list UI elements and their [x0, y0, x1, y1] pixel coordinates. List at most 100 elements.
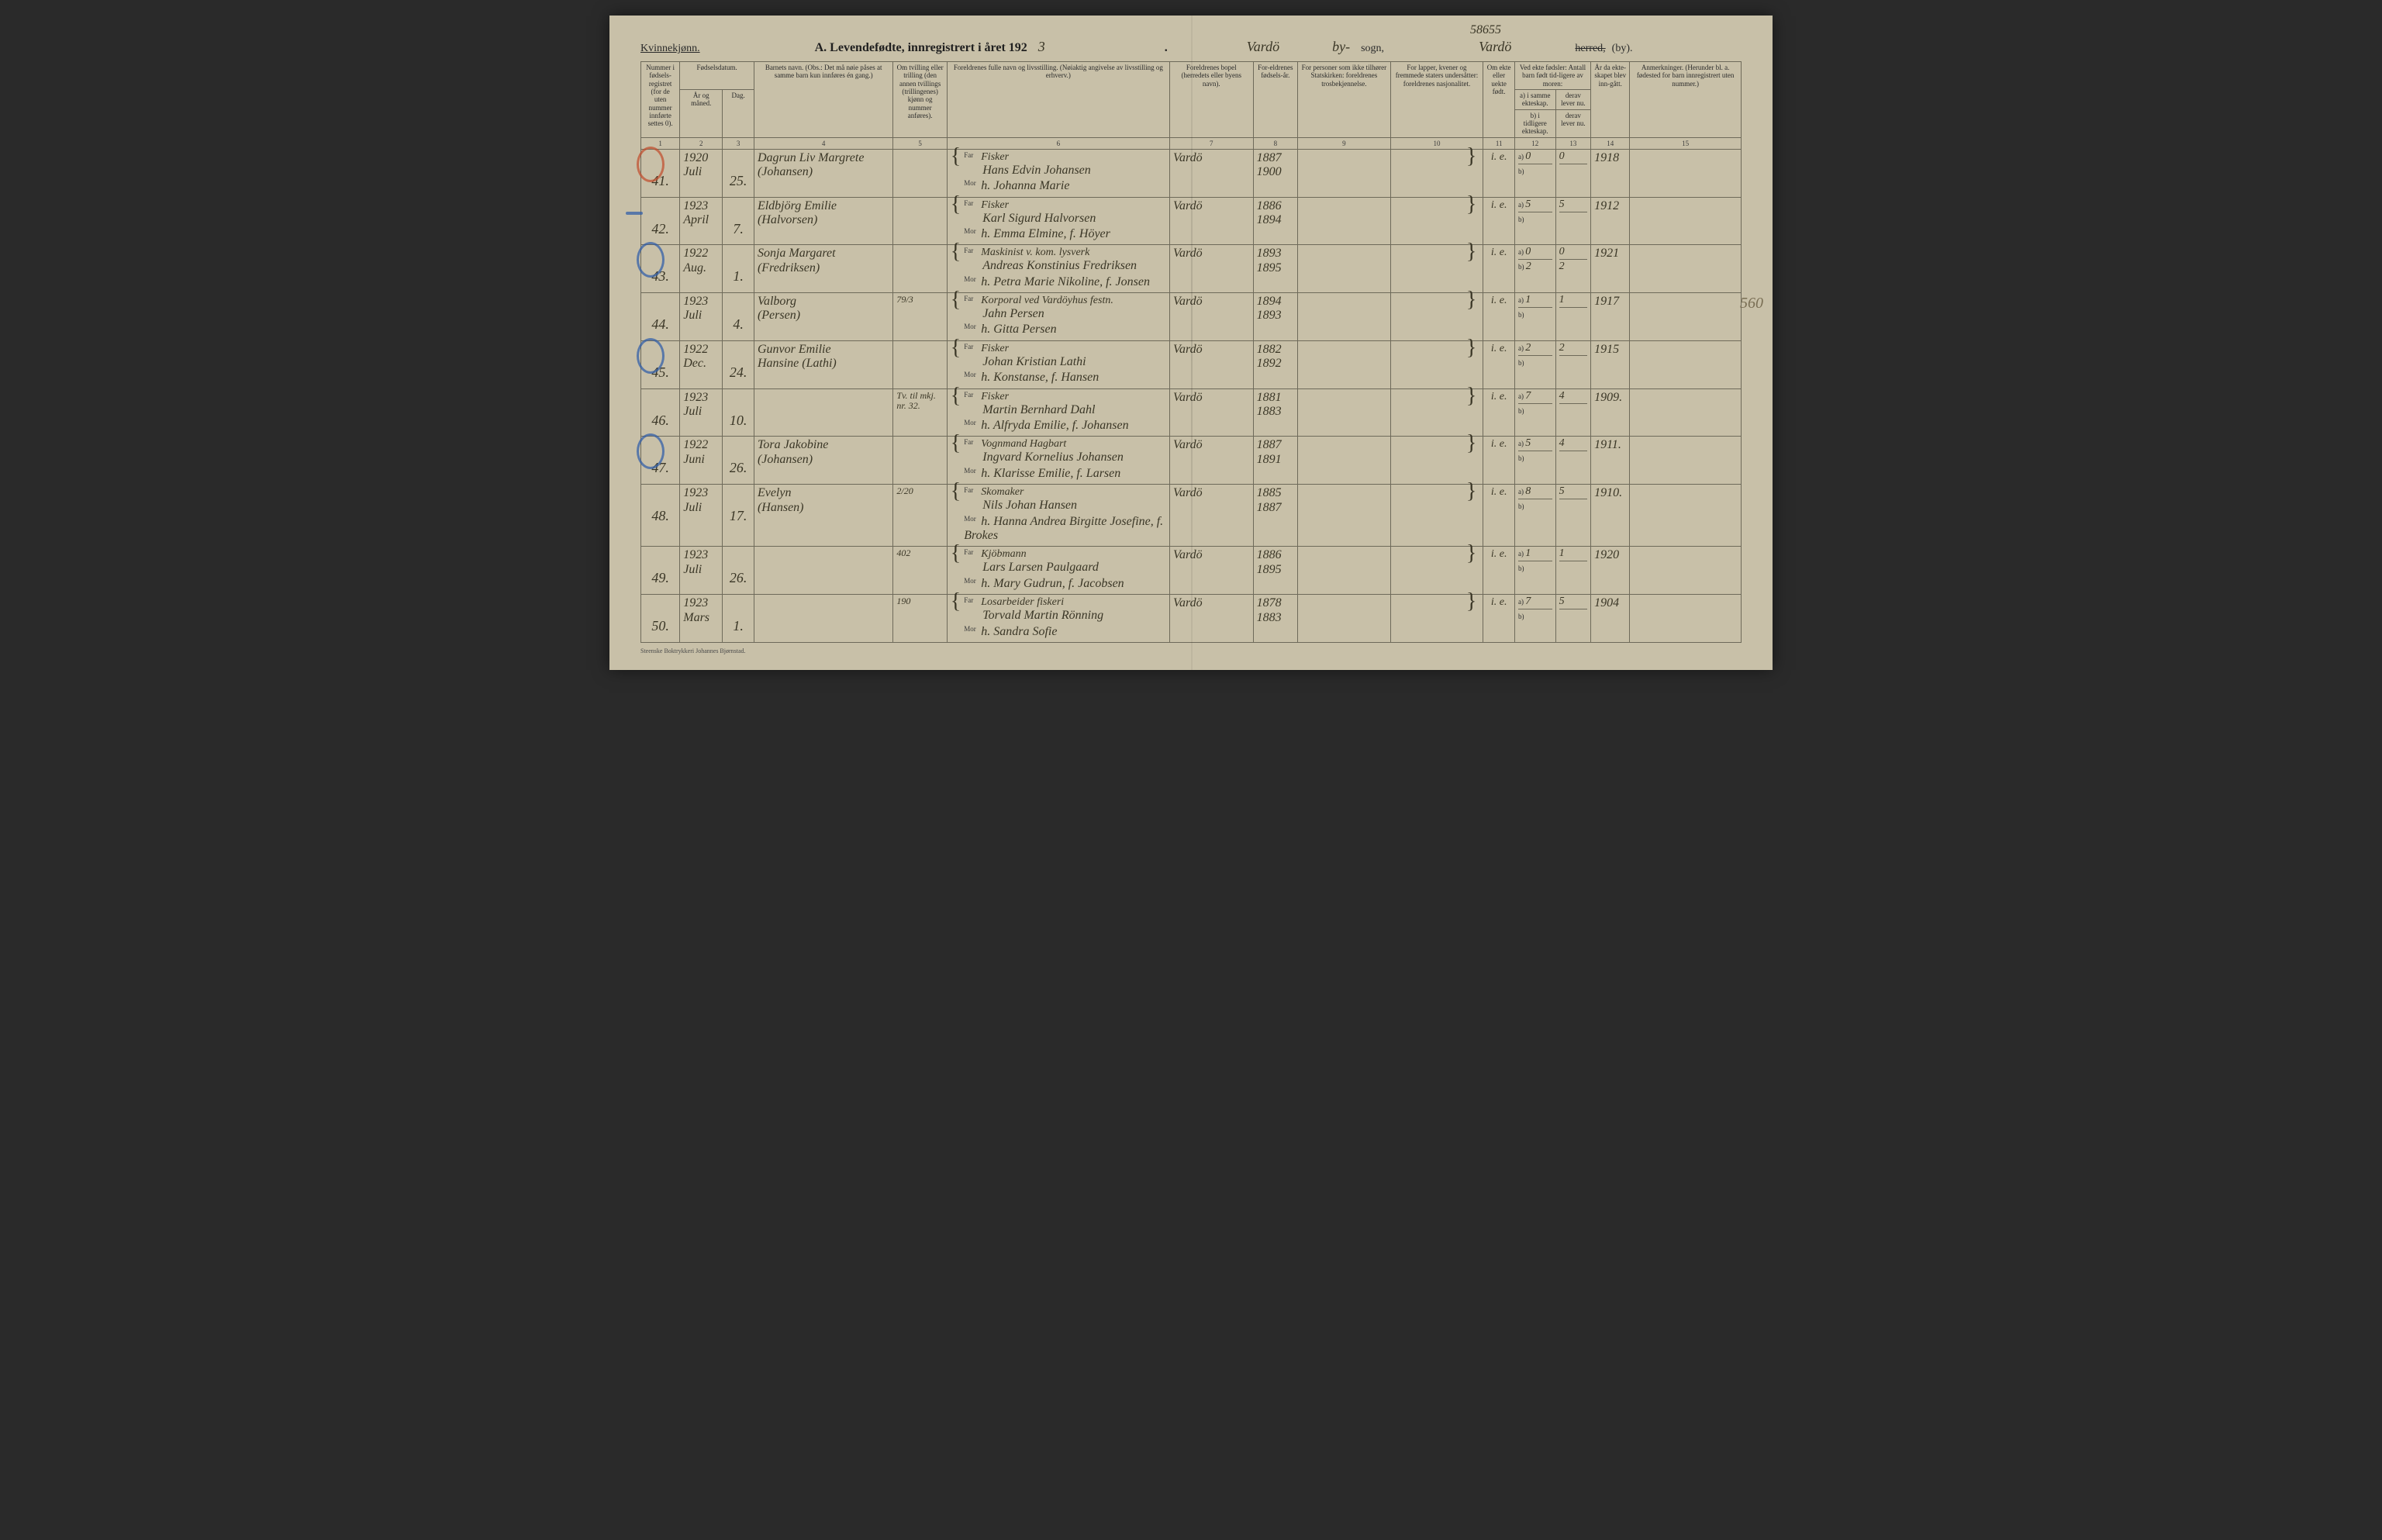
mother-name: h. Konstanse, f. Hansen — [981, 371, 1099, 384]
title-period: . — [1165, 41, 1168, 55]
entry-row: 46.1923Juli10.Tv. til mkj. nr. 32.{FarFi… — [641, 388, 1742, 437]
marriage-year: 1910. — [1591, 485, 1630, 547]
remarks — [1630, 485, 1742, 547]
parents-cell: {FarFiskerMartin Bernhard DahlMorh. Alfr… — [947, 388, 1169, 437]
brace-icon: { — [951, 548, 961, 559]
residence: Vardö — [1169, 547, 1253, 595]
legitimacy: i. e. — [1483, 293, 1515, 341]
colnum-13: 13 — [1555, 137, 1590, 149]
twin-cell — [893, 149, 947, 197]
religion-cell — [1298, 485, 1391, 547]
father-name: Lars Larsen Paulgaard — [982, 561, 1099, 574]
children-living-cell: 5 — [1555, 485, 1590, 547]
far-label: Far — [964, 295, 981, 302]
birth-year: 1923 — [683, 548, 719, 562]
birth-year: 1923 — [683, 295, 719, 309]
parents-cell: {FarFiskerHans Edvin JohansenMorh. Johan… — [947, 149, 1169, 197]
mor-label: Mor — [964, 625, 981, 633]
entry-row: 45.1922Dec.24.Gunvor EmilieHansine (Lath… — [641, 340, 1742, 388]
birth-day: 1. — [723, 245, 754, 293]
brace-icon: { — [951, 199, 961, 210]
col-12-group-header: Ved ekte fødsler: Antall barn født tid-l… — [1514, 62, 1590, 90]
child-name-line1: Gunvor Emilie — [758, 343, 889, 357]
twin-note: 190 — [896, 596, 943, 606]
children-living-cell: 5 — [1555, 197, 1590, 245]
year-month-cell: 1922Aug. — [680, 245, 723, 293]
child-name-line1: Sonja Margaret — [758, 247, 889, 261]
nationality-cell: } — [1390, 245, 1483, 293]
birth-day: 1. — [723, 595, 754, 643]
children-living: 5 — [1559, 596, 1565, 607]
children-living-cell: 4 — [1555, 388, 1590, 437]
title-prefix: A. Levendefødte, innregistrert i året 19… — [815, 41, 1027, 55]
children-living: 1 — [1559, 547, 1565, 559]
entry-row: 48.1923Juli17.Evelyn(Hansen)2/20{FarSkom… — [641, 485, 1742, 547]
mor-label: Mor — [964, 275, 981, 283]
child-name-line1: Dagrun Liv Margrete — [758, 151, 889, 165]
father-occupation: Kjöbmann — [981, 548, 1026, 560]
parents-cell: {FarVognmand HagbartIngvard Kornelius Jo… — [947, 437, 1169, 485]
col-15-header: Anmerkninger. (Herunder bl. a. fødested … — [1630, 62, 1742, 138]
far-label: Far — [964, 438, 981, 446]
entry-number: 49. — [644, 570, 676, 586]
colnum-9: 9 — [1298, 137, 1391, 149]
parents-cell: {FarFiskerJohan Kristian LathiMorh. Kons… — [947, 340, 1169, 388]
twin-note: 402 — [896, 548, 943, 558]
parent-birth-years: 18931895 — [1253, 245, 1297, 293]
twin-note: 2/20 — [896, 486, 943, 496]
brace-right-icon: } — [1466, 151, 1476, 162]
entry-number: 44. — [644, 316, 676, 333]
entry-row: 44.1923Juli4.Valborg(Persen)79/3{FarKorp… — [641, 293, 1742, 341]
father-birth-year: 1887 — [1257, 151, 1294, 165]
children-living-cell: 1 — [1555, 547, 1590, 595]
col-7-header: Foreldrenes bopel (herredets eller byens… — [1169, 62, 1253, 138]
birth-year: 1923 — [683, 391, 719, 405]
year-month-cell: 1923April — [680, 197, 723, 245]
marriage-year: 1915 — [1591, 340, 1630, 388]
legitimacy: i. e. — [1483, 340, 1515, 388]
legitimacy: i. e. — [1483, 149, 1515, 197]
far-label: Far — [964, 247, 981, 254]
legitimacy: i. e. — [1483, 437, 1515, 485]
prior-children-b: 2 — [1526, 261, 1531, 272]
by-print: (by). — [1612, 43, 1633, 55]
legitimacy: i. e. — [1483, 245, 1515, 293]
far-label: Far — [964, 486, 981, 494]
page-header: Kvinnekjønn. A. Levendefødte, innregistr… — [640, 39, 1742, 55]
child-name-cell — [754, 388, 892, 437]
entry-row: 41.1920Juli25.Dagrun Liv Margrete(Johans… — [641, 149, 1742, 197]
parents-cell: {FarSkomakerNils Johan HansenMorh. Hanna… — [947, 485, 1169, 547]
colnum-7: 7 — [1169, 137, 1253, 149]
prior-children-cell: a) 2b) — [1514, 340, 1555, 388]
prior-children-a: 5 — [1525, 437, 1531, 449]
religion-cell — [1298, 245, 1391, 293]
brace-icon: { — [951, 295, 961, 306]
parent-birth-years: 18941893 — [1253, 293, 1297, 341]
child-name-line2: (Fredriksen) — [758, 261, 889, 275]
remarks — [1630, 245, 1742, 293]
father-name: Jahn Persen — [982, 307, 1044, 320]
year-month-cell: 1923Juli — [680, 293, 723, 341]
brace-icon: { — [951, 596, 961, 607]
year-month-cell: 1923Mars — [680, 595, 723, 643]
prior-children-cell: a) 8b) — [1514, 485, 1555, 547]
birth-year: 1922 — [683, 438, 719, 452]
mother-name: h. Sandra Sofie — [981, 625, 1057, 638]
entry-number: 46. — [644, 413, 676, 429]
nationality-cell: } — [1390, 547, 1483, 595]
religion-cell — [1298, 293, 1391, 341]
religion-cell — [1298, 197, 1391, 245]
father-occupation: Korporal ved Vardöyhus festn. — [981, 295, 1113, 306]
children-living-cell: 1 — [1555, 293, 1590, 341]
brace-right-icon: } — [1466, 295, 1476, 306]
children-living: 5 — [1559, 485, 1565, 497]
residence: Vardö — [1169, 293, 1253, 341]
parent-birth-years: 18821892 — [1253, 340, 1297, 388]
prior-children-cell: a) 5b) — [1514, 437, 1555, 485]
prior-children-a: 7 — [1525, 596, 1531, 607]
residence: Vardö — [1169, 197, 1253, 245]
mother-birth-year: 1891 — [1257, 453, 1294, 467]
remarks — [1630, 547, 1742, 595]
far-label: Far — [964, 548, 981, 556]
mother-birth-year: 1900 — [1257, 165, 1294, 179]
